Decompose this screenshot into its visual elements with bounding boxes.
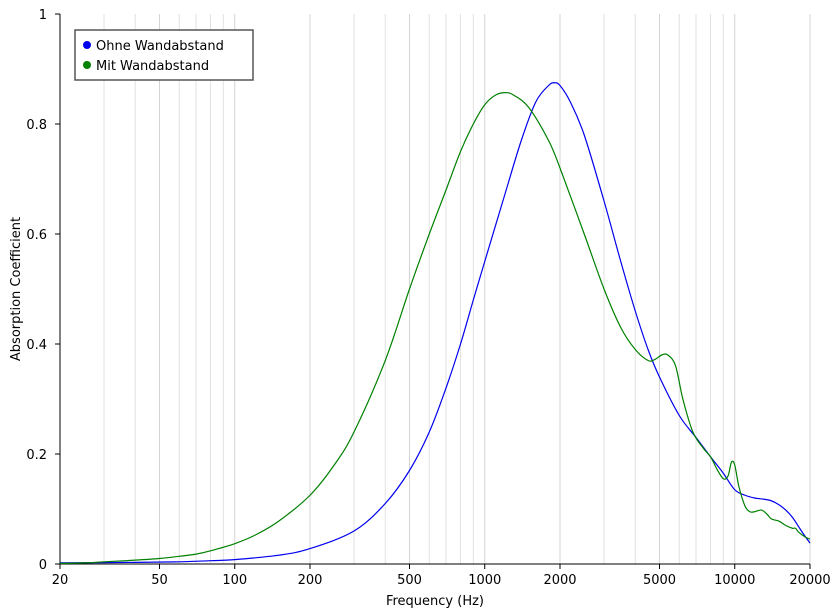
x-tick-label: 20000 <box>789 573 830 588</box>
x-tick-label: 2000 <box>543 573 576 588</box>
axes <box>55 13 811 569</box>
x-tick-label: 500 <box>397 573 422 588</box>
legend-marker-ohne-wandabstand <box>83 41 91 49</box>
y-tick-label: 0.8 <box>26 118 47 133</box>
y-tick-label: 1 <box>39 8 47 23</box>
series-line-ohne-wandabstand <box>59 82 811 564</box>
x-tick-label: 20 <box>52 573 69 588</box>
y-tick-label: 0.2 <box>26 448 47 463</box>
x-tick-label: 200 <box>298 573 323 588</box>
x-tick-label: 50 <box>151 573 168 588</box>
legend-box <box>74 29 254 81</box>
legend-marker-mit-wandabstand <box>83 61 91 69</box>
x-tick-label: 1000 <box>468 573 501 588</box>
legend-label-mit-wandabstand: Mit Wandabstand <box>96 59 209 74</box>
y-tick-label: 0.4 <box>26 338 47 353</box>
x-tick-label: 10000 <box>714 573 755 588</box>
x-axis-title: Frequency (Hz) <box>386 594 484 609</box>
y-axis-title: Absorption Coefficient <box>9 217 24 361</box>
series-lines <box>59 82 811 565</box>
y-tick-labels: 0 0.2 0.4 0.6 0.8 1 <box>26 8 47 573</box>
y-tick-label: 0.6 <box>26 228 47 243</box>
y-tick-label: 0 <box>39 558 47 573</box>
legend: Ohne Wandabstand Mit Wandabstand <box>74 29 254 81</box>
legend-label-ohne-wandabstand: Ohne Wandabstand <box>96 39 224 54</box>
x-tick-labels: 20 50 100 200 500 1000 2000 5000 10000 20000 <box>52 573 831 588</box>
x-tick-label: 100 <box>222 573 247 588</box>
series-line-mit-wandabstand <box>59 92 811 565</box>
x-tick-label: 5000 <box>643 573 676 588</box>
